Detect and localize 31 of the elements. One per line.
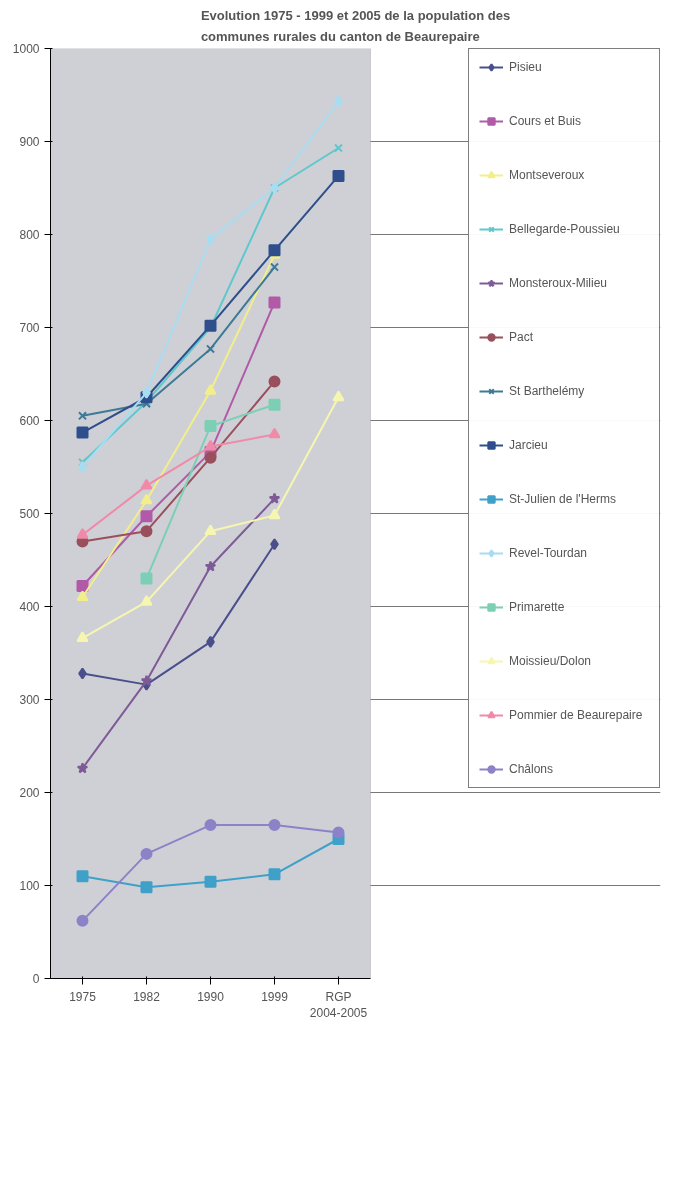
legend-label: Montseveroux xyxy=(509,167,586,183)
legend-label: St Barthelémy xyxy=(509,383,586,399)
legend-label: Pommier de Beaurepaire xyxy=(509,707,644,723)
y-tick-label: 200 xyxy=(19,786,40,800)
y-tick-label: 900 xyxy=(19,135,40,149)
x-tick-label: 1990 xyxy=(197,989,225,1004)
y-tick-label: 500 xyxy=(19,507,40,521)
legend-label: Pisieu xyxy=(509,59,543,75)
legend-label: Monsteroux-Milieu xyxy=(509,275,609,291)
y-tick-label: 400 xyxy=(19,600,40,614)
legend-label: Châlons xyxy=(509,761,555,777)
legend-label: Pact xyxy=(509,329,534,345)
legend-label: Jarcieu xyxy=(509,437,549,453)
legend-label: Bellegarde-Poussieu xyxy=(509,221,621,237)
legend-label: St-Julien de l'Herms xyxy=(509,491,617,507)
x-tick-label: RGP 2004-2005 xyxy=(309,989,368,1021)
y-tick-label: 0 xyxy=(32,972,40,986)
y-tick-label: 300 xyxy=(19,693,40,707)
y-tick-label: 600 xyxy=(19,414,40,428)
y-tick-label: 100 xyxy=(19,879,40,893)
chart-title: Evolution 1975 - 1999 et 2005 de la population des communes rurales du canton de Beaurepaire xyxy=(200,7,511,44)
legend-label: Cours et Buis xyxy=(509,113,583,129)
legend-label: Primarette xyxy=(509,599,566,615)
legend-label: Revel-Tourdan xyxy=(509,545,589,561)
x-tick-label: 1975 xyxy=(69,989,97,1004)
y-tick-label: 1000 xyxy=(12,42,40,56)
y-tick-label: 800 xyxy=(19,228,40,242)
x-tick-label: 1982 xyxy=(133,989,161,1004)
legend-label: Moissieu/Dolon xyxy=(509,653,593,669)
x-tick-label: 1999 xyxy=(261,989,289,1004)
y-tick-label: 700 xyxy=(19,321,40,335)
